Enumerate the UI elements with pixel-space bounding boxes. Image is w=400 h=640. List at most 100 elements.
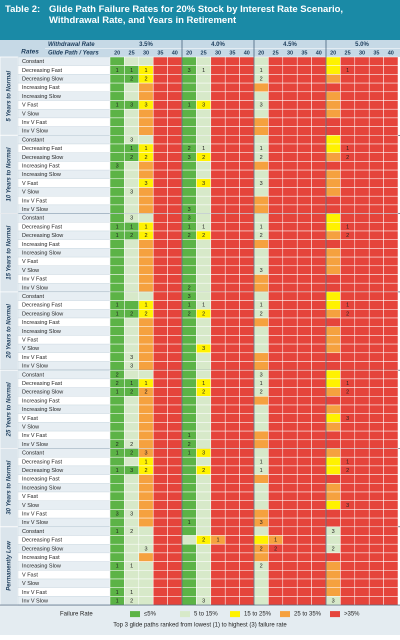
cell [109,291,125,301]
cell [167,509,183,519]
cell [152,195,168,206]
table-label: Table 2: [5,4,41,15]
rank: 2 [130,451,133,457]
cell [268,361,284,371]
cell [224,361,240,371]
cell [167,135,183,145]
cell [152,561,168,571]
cell [253,56,269,66]
row-label: V Fast [22,181,38,187]
rank: 2 [130,311,133,317]
cell [138,570,154,580]
cell [311,456,327,467]
cell [354,396,370,406]
cell [296,422,312,432]
cell [167,535,183,545]
year-header: 25 [345,50,351,56]
cell [181,596,197,606]
cell [268,126,284,136]
cell [354,265,370,275]
cell [325,378,341,388]
rank: 2 [346,468,349,474]
cell [138,552,154,562]
cell [282,326,298,336]
cell [138,517,154,528]
cell [224,465,240,475]
cell [340,291,356,301]
cell [167,91,183,101]
cell [167,143,183,153]
cell [311,570,327,580]
cell [268,256,284,267]
cell [268,422,284,432]
cell [109,456,125,467]
cell [152,526,168,536]
cell [181,161,197,171]
cell [181,500,197,510]
cell [124,126,140,136]
row-label: V Fast [22,103,38,109]
cell [239,396,255,406]
cell [383,56,399,66]
cell [239,56,255,66]
rate-header: 5.0% [355,42,369,48]
row-label: Increasing Slow [22,94,61,100]
cell [152,239,168,249]
cell [296,74,312,84]
withdrawal-header: Withdrawal Rate [48,42,95,48]
cell [152,404,168,414]
cell [282,578,298,588]
cell [138,526,154,536]
cell [167,474,183,484]
cell [368,274,384,284]
cell [210,222,226,232]
cell [268,404,284,414]
cell [368,578,384,588]
rank: 2 [130,442,133,448]
cell [109,256,125,267]
cell [282,570,298,580]
row-label: Inv V Fast [22,277,47,283]
cell [224,178,240,188]
row-label: Increasing Fast [22,85,60,91]
cell [196,483,212,493]
cell [152,474,168,484]
cell [282,100,298,110]
cell [239,456,255,467]
cell [340,404,356,414]
cell [138,491,154,501]
cell [296,491,312,501]
cell [224,596,240,606]
cell [311,378,327,388]
cell [124,82,140,93]
cell [383,578,399,588]
cell [152,543,168,554]
cell [296,117,312,127]
cell [311,239,327,249]
cell [268,448,284,458]
cell [354,126,370,136]
cell [282,187,298,197]
cell [268,265,284,275]
cell [311,143,327,153]
cell [224,195,240,206]
cell [196,578,212,588]
cell [196,552,212,562]
cell [196,396,212,406]
cell [340,587,356,597]
cell [181,74,197,84]
cell [224,169,240,180]
cell [167,596,183,606]
cell [311,578,327,588]
cell [268,143,284,153]
cell [383,300,399,310]
cell [296,178,312,188]
cell [325,265,341,275]
rank: 1 [116,311,119,317]
cell [152,439,168,449]
cell [282,517,298,528]
rank: 3 [130,355,133,361]
cell [383,369,399,380]
rank: 1 [116,103,119,109]
cell [253,587,269,597]
